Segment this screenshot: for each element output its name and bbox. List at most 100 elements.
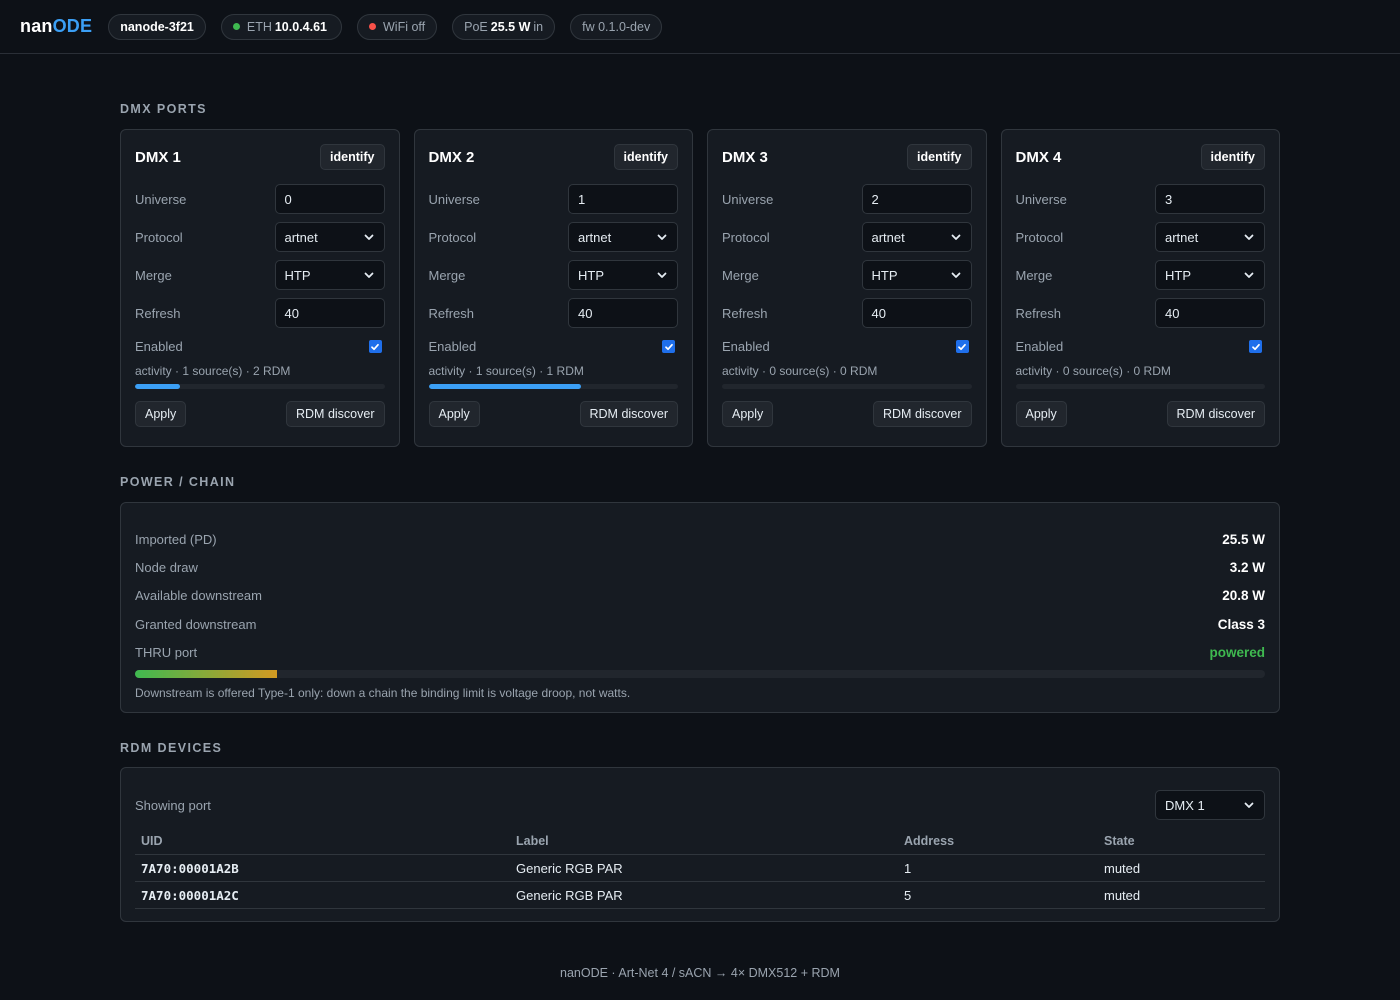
eth-status-dot-icon <box>232 23 240 30</box>
port-title: DMX 4 <box>1015 148 1062 166</box>
apply-button[interactable]: Apply <box>135 401 187 427</box>
chevron-down-icon <box>364 234 373 240</box>
column-header-uid: UID <box>135 834 510 855</box>
main-content: DMX PORTS DMX 1 identify Universe 0 Prot… <box>120 54 1280 922</box>
refresh-input[interactable]: 40 <box>1155 298 1265 328</box>
dmx-port-card: DMX 3 identify Universe 2 Protocol artne… <box>707 129 987 447</box>
merge-select[interactable]: HTP <box>274 260 385 290</box>
rdm-port-select[interactable]: DMX 1 <box>1155 790 1265 820</box>
universe-label: Universe <box>1015 191 1067 207</box>
wifi-status-dot-icon <box>369 23 376 30</box>
port-activity-text: activity · 0 source(s) · 0 RDM <box>722 364 878 378</box>
port-activity-text: activity · 1 source(s) · 1 RDM <box>428 364 584 378</box>
column-header-address: Address <box>898 834 1098 855</box>
rdm-discover-button[interactable]: RDM discover <box>1166 401 1265 427</box>
chevron-down-icon <box>951 234 960 240</box>
port-title: DMX 3 <box>722 148 768 166</box>
enabled-checkbox[interactable] <box>955 340 969 353</box>
refresh-input[interactable]: 40 <box>274 298 385 328</box>
power-row-label: Node draw <box>135 559 198 575</box>
power-usage-bar <box>135 670 1265 679</box>
merge-value: HTP <box>578 267 604 283</box>
identify-button[interactable]: identify <box>320 144 385 170</box>
power-row-label: THRU port <box>135 644 198 660</box>
rdm-discover-button[interactable]: RDM discover <box>873 401 972 427</box>
enabled-checkbox[interactable] <box>662 340 675 353</box>
merge-label: Merge <box>722 267 759 283</box>
universe-label: Universe <box>722 191 774 207</box>
refresh-label: Refresh <box>722 305 768 321</box>
checkmark-icon <box>371 343 379 350</box>
protocol-label: Protocol <box>135 229 183 245</box>
table-row: 7A70:00001A2B Generic RGB PAR 1 muted <box>135 854 1265 882</box>
device-uid: 7A70:00001A2C <box>135 881 510 909</box>
merge-select[interactable]: HTP <box>568 260 678 290</box>
device-address: 1 <box>898 854 1098 882</box>
universe-input[interactable]: 2 <box>861 184 972 214</box>
enabled-label: Enabled <box>428 339 477 354</box>
merge-select[interactable]: HTP <box>1155 260 1265 290</box>
power-row: THRU port powered <box>135 638 1265 666</box>
port-title: DMX 2 <box>428 148 475 166</box>
identify-button[interactable]: identify <box>907 144 972 170</box>
power-row-value: Class 3 <box>1217 616 1265 632</box>
dmx-port-card: DMX 2 identify Universe 1 Protocol artne… <box>413 129 693 447</box>
protocol-label: Protocol <box>428 229 477 245</box>
refresh-value: 40 <box>284 305 299 321</box>
identify-button[interactable]: identify <box>613 144 678 170</box>
power-row-value: 3.2 W <box>1229 559 1265 575</box>
refresh-input[interactable]: 40 <box>568 298 678 328</box>
universe-input[interactable]: 0 <box>274 184 385 214</box>
power-note: Downstream is offered Type-1 only: down … <box>135 686 631 701</box>
universe-label: Universe <box>428 191 480 207</box>
power-row: Granted downstream Class 3 <box>135 610 1265 638</box>
protocol-select[interactable]: artnet <box>274 222 385 252</box>
rdm-discover-button[interactable]: RDM discover <box>579 401 678 427</box>
firmware-pill: fw 0.1.0-dev <box>570 13 663 40</box>
enabled-checkbox[interactable] <box>1249 340 1262 353</box>
merge-select[interactable]: HTP <box>861 260 972 290</box>
rdm-port-select-value: DMX 1 <box>1165 797 1205 813</box>
universe-input[interactable]: 1 <box>568 184 678 214</box>
power-row-label: Available downstream <box>135 588 262 604</box>
protocol-select[interactable]: artnet <box>861 222 972 252</box>
protocol-select[interactable]: artnet <box>568 222 678 252</box>
power-row-value: powered <box>1209 644 1265 660</box>
merge-value: HTP <box>1165 267 1191 283</box>
dmx-ports: DMX 1 identify Universe 0 Protocol artne… <box>120 129 1280 447</box>
protocol-select[interactable]: artnet <box>1155 222 1265 252</box>
identify-button[interactable]: identify <box>1200 144 1265 170</box>
rdm-discover-button[interactable]: RDM discover <box>286 401 385 427</box>
device-label: Generic RGB PAR <box>510 881 898 909</box>
port-activity-text: activity · 0 source(s) · 0 RDM <box>1015 364 1171 378</box>
protocol-value: artnet <box>871 229 905 245</box>
eth-status-pill: ETH 10.0.4.61 <box>220 13 342 40</box>
power-chain-card: Imported (PD) 25.5 W Node draw 3.2 W Avail… <box>120 502 1280 713</box>
merge-label: Merge <box>1015 267 1053 283</box>
refresh-input[interactable]: 40 <box>861 298 972 328</box>
merge-value: HTP <box>871 267 898 283</box>
chevron-down-icon <box>364 272 373 278</box>
showing-port-label: Showing port <box>135 797 211 813</box>
chevron-down-icon <box>657 234 667 240</box>
chevron-down-icon <box>951 272 960 278</box>
enabled-checkbox[interactable] <box>368 340 382 353</box>
protocol-label: Protocol <box>722 229 770 245</box>
footer: nanODE · Art-Net 4 / sACN → 4× DMX512 + … <box>560 966 840 980</box>
universe-value: 0 <box>284 191 292 207</box>
activity-bar-fill <box>428 384 581 389</box>
universe-input[interactable]: 3 <box>1155 184 1265 214</box>
apply-button[interactable]: Apply <box>722 401 774 427</box>
chevron-down-icon <box>657 272 667 278</box>
activity-bar-fill <box>135 384 180 389</box>
checkmark-icon <box>664 343 673 350</box>
power-row-value: 25.5 W <box>1222 531 1265 547</box>
dmx-port-card: DMX 4 identify Universe 3 Protocol artne… <box>1000 129 1280 447</box>
apply-button[interactable]: Apply <box>428 401 480 427</box>
enabled-label: Enabled <box>135 339 183 354</box>
dmx-port-card: DMX 1 identify Universe 0 Protocol artne… <box>120 129 400 447</box>
apply-button[interactable]: Apply <box>1015 401 1067 427</box>
universe-label: Universe <box>135 191 187 207</box>
enabled-label: Enabled <box>1015 339 1064 354</box>
chevron-down-icon <box>1244 234 1254 240</box>
